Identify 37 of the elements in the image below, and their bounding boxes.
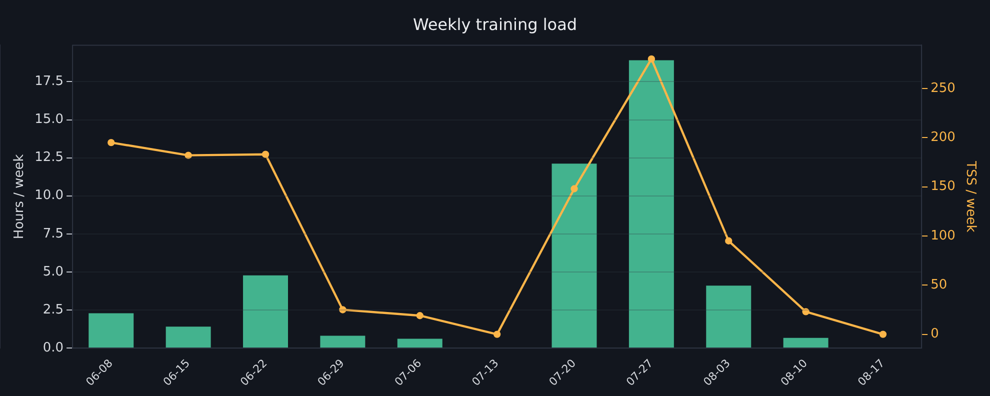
point (879, 330, 887, 338)
bar (783, 338, 828, 348)
y2-tick-label: 150 (930, 179, 956, 194)
y-tick-label: 7.5 (42, 226, 64, 242)
point (184, 152, 192, 159)
bar (166, 326, 211, 348)
y-tick-label: 0.0 (42, 340, 64, 356)
point (725, 237, 732, 244)
y-tick-label: 15.0 (34, 112, 64, 128)
y-tick-label: 2.5 (42, 302, 64, 318)
y2-axis-title: TSS / week (962, 160, 978, 233)
point (648, 55, 656, 63)
y2-tick-label: 0 (930, 326, 939, 342)
y-tick-label: 12.5 (34, 150, 64, 166)
y2-tick-label: 50 (930, 278, 948, 293)
bar (320, 336, 366, 348)
bar (397, 338, 442, 348)
point (493, 330, 501, 338)
bar (88, 313, 134, 348)
point (339, 306, 346, 314)
bar (243, 275, 288, 348)
y-tick-label: 10.0 (34, 188, 64, 204)
y-axis-title: Hours / week (12, 154, 28, 240)
bar (628, 60, 674, 348)
y2-tick-label: 250 (930, 80, 956, 96)
y-tick-label: 17.5 (34, 74, 64, 90)
bar (552, 164, 597, 348)
point (802, 308, 810, 316)
chart-title: Weekly training load (412, 14, 578, 34)
point (262, 150, 270, 158)
point (570, 185, 578, 192)
y-tick-label: 5.0 (42, 264, 64, 280)
y2-tick-label: 100 (930, 228, 956, 244)
y2-tick-label: 200 (930, 130, 956, 146)
point (416, 312, 424, 320)
bar (706, 286, 752, 348)
point (108, 138, 115, 146)
